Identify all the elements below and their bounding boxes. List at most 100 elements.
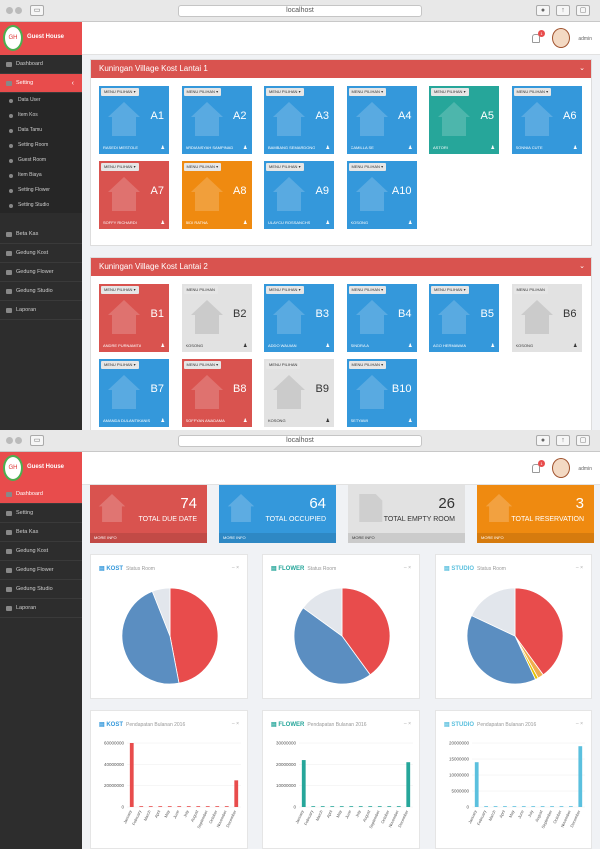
tabs-icon[interactable]: ▢ (576, 435, 590, 446)
stat-box[interactable]: 74 TOTAL DUE DATE MORE INFO (90, 485, 207, 543)
menu-pilihan-button[interactable]: MENU PILIHAN ▾ (101, 286, 139, 294)
share-icon[interactable]: ↑ (556, 435, 570, 446)
sidebar-toggle-icon[interactable]: ▭ (30, 5, 44, 16)
sidebar-item[interactable]: Gedung Kost (0, 244, 82, 263)
pie-slice[interactable] (121, 590, 180, 685)
sidebar-item[interactable]: Gedung Flower (0, 561, 82, 580)
bell-icon[interactable] (532, 34, 540, 43)
bar[interactable] (358, 806, 363, 807)
room-tile[interactable]: MENU PILIHAN ▾ B7 AMANDA DULANTIKANIS ♟ (99, 359, 169, 427)
bar[interactable] (301, 760, 306, 807)
bar[interactable] (578, 746, 583, 807)
sidebar-item[interactable]: Item Kos (0, 108, 82, 123)
more-info-link[interactable]: MORE INFO (90, 533, 207, 543)
sidebar-item[interactable]: Setting (0, 504, 82, 523)
menu-pilihan-button[interactable]: MENU PILIHAN ▾ (431, 286, 469, 294)
menu-pilihan-button[interactable]: MENU PILIHAN ▾ (348, 361, 387, 369)
menu-pilihan-button[interactable]: MENU PILIHAN (513, 286, 548, 294)
more-info-link[interactable]: MORE INFO (348, 533, 465, 543)
bar[interactable] (215, 806, 220, 807)
room-tile[interactable]: MENU PILIHAN ▾ A9 ULAYCU ROSSANCHS ♟ (264, 161, 334, 229)
sidebar-item[interactable]: Beta Kas (0, 523, 82, 542)
brand[interactable]: GH Guest House (0, 452, 82, 485)
menu-pilihan-button[interactable]: MENU PILIHAN ▾ (431, 88, 469, 96)
card-tools[interactable]: – × (231, 565, 239, 571)
menu-pilihan-button[interactable]: MENU PILIHAN ▾ (183, 163, 222, 171)
menu-pilihan-button[interactable]: MENU PILIHAN ▾ (101, 361, 139, 369)
bar[interactable] (234, 780, 239, 807)
sidebar-item[interactable]: Laporan (0, 301, 82, 320)
menu-pilihan-button[interactable]: MENU PILIHAN ▾ (183, 88, 222, 96)
pie-slice[interactable] (169, 587, 219, 684)
menu-pilihan-button[interactable]: MENU PILIHAN (183, 286, 218, 294)
stat-box[interactable]: 26 TOTAL EMPTY ROOM MORE INFO (348, 485, 465, 543)
sidebar-item[interactable]: Setting Room (0, 138, 82, 153)
pie-slice[interactable] (151, 587, 171, 637)
tabs-icon[interactable]: ▢ (576, 5, 590, 16)
sidebar-item[interactable]: Data User (0, 93, 82, 108)
bar[interactable] (568, 806, 573, 807)
room-tile[interactable]: MENU PILIHAN ▾ A5 ASTORI ♟ (429, 86, 499, 154)
menu-pilihan-button[interactable]: MENU PILIHAN ▾ (513, 88, 552, 96)
bar[interactable] (493, 806, 498, 807)
bar[interactable] (559, 806, 564, 807)
bar[interactable] (531, 806, 536, 807)
shield-icon[interactable]: ● (536, 5, 550, 16)
bar[interactable] (158, 806, 163, 807)
shield-icon[interactable]: ● (536, 435, 550, 446)
room-tile[interactable]: MENU PILIHAN ▾ B1 ANDRE PURNAMITA ♟ (99, 284, 169, 352)
sidebar-item[interactable]: Dashboard (0, 485, 82, 504)
address-bar[interactable]: localhost (178, 435, 422, 447)
sidebar-item[interactable]: Guest Room (0, 153, 82, 168)
menu-pilihan-button[interactable]: MENU PILIHAN ▾ (183, 361, 222, 369)
menu-pilihan-button[interactable]: MENU PILIHAN ▾ (348, 163, 387, 171)
sidebar-item[interactable]: Data Tamu (0, 123, 82, 138)
bar[interactable] (484, 806, 489, 807)
bar[interactable] (550, 806, 554, 807)
bar[interactable] (139, 806, 144, 807)
bar[interactable] (339, 806, 344, 807)
user-name[interactable]: admin (578, 466, 592, 472)
bar[interactable] (330, 806, 335, 807)
room-tile[interactable]: MENU PILIHAN ▾ A4 CAMILLA SE ♟ (346, 86, 417, 154)
pie-slice[interactable] (293, 607, 371, 685)
pie-slice[interactable] (466, 615, 536, 685)
bar[interactable] (196, 806, 201, 807)
room-tile[interactable]: MENU PILIHAN ▾ B3 ADDO WAUIAN ♟ (264, 284, 334, 352)
menu-pilihan-button[interactable]: MENU PILIHAN (266, 361, 301, 369)
stat-box[interactable]: 3 TOTAL RESERVATION MORE INFO (477, 485, 594, 543)
room-tile[interactable]: MENU PILIHAN ▾ A6 SONNIA CUTE ♟ (511, 86, 582, 154)
room-tile[interactable]: MENU PILIHAN ▾ B10 SETYAWI ♟ (346, 359, 417, 427)
sidebar-item[interactable]: Beta Kas (0, 225, 82, 244)
more-info-link[interactable]: MORE INFO (219, 533, 336, 543)
room-tile[interactable]: MENU PILIHAN ▾ A3 BAMBANG SEMARDONO ♟ (264, 86, 334, 154)
bar[interactable] (205, 806, 210, 807)
room-tile[interactable]: MENU PILIHAN ▾ B5 AGO HERMAWAN ♟ (429, 284, 499, 352)
user-name[interactable]: admin (578, 36, 592, 42)
brand[interactable]: GH Guest House (0, 22, 82, 55)
pie-slice[interactable] (341, 587, 391, 676)
room-tile[interactable]: MENU PILIHAN B9 KOSONG ♟ (264, 359, 334, 427)
menu-pilihan-button[interactable]: MENU PILIHAN ▾ (348, 286, 387, 294)
bar[interactable] (349, 806, 354, 807)
menu-pilihan-button[interactable]: MENU PILIHAN ▾ (266, 163, 304, 171)
sidebar-item[interactable]: Gedung Flower (0, 263, 82, 282)
bar[interactable] (387, 806, 392, 807)
avatar[interactable] (552, 458, 570, 478)
bar[interactable] (396, 806, 401, 807)
sidebar-item[interactable]: Dashboard (0, 55, 82, 74)
card-tools[interactable]: – × (231, 721, 239, 727)
bar[interactable] (320, 806, 325, 807)
room-tile[interactable]: MENU PILIHAN ▾ B4 SINDRA A ♟ (346, 284, 417, 352)
card-tools[interactable]: – × (575, 565, 583, 571)
sidebar-item[interactable]: Laporan (0, 599, 82, 618)
pie-slice[interactable] (302, 587, 343, 637)
card-tools[interactable]: – × (403, 721, 411, 727)
room-tile[interactable]: MENU PILIHAN B6 KOSONG ♟ (511, 284, 582, 352)
room-tile[interactable]: MENU PILIHAN ▾ A8 BIDI RATNA ♟ (181, 161, 252, 229)
bar[interactable] (503, 806, 507, 807)
bar[interactable] (129, 743, 134, 807)
bar[interactable] (368, 806, 373, 807)
sidebar-toggle-icon[interactable]: ▭ (30, 435, 44, 446)
bar[interactable] (521, 806, 526, 807)
